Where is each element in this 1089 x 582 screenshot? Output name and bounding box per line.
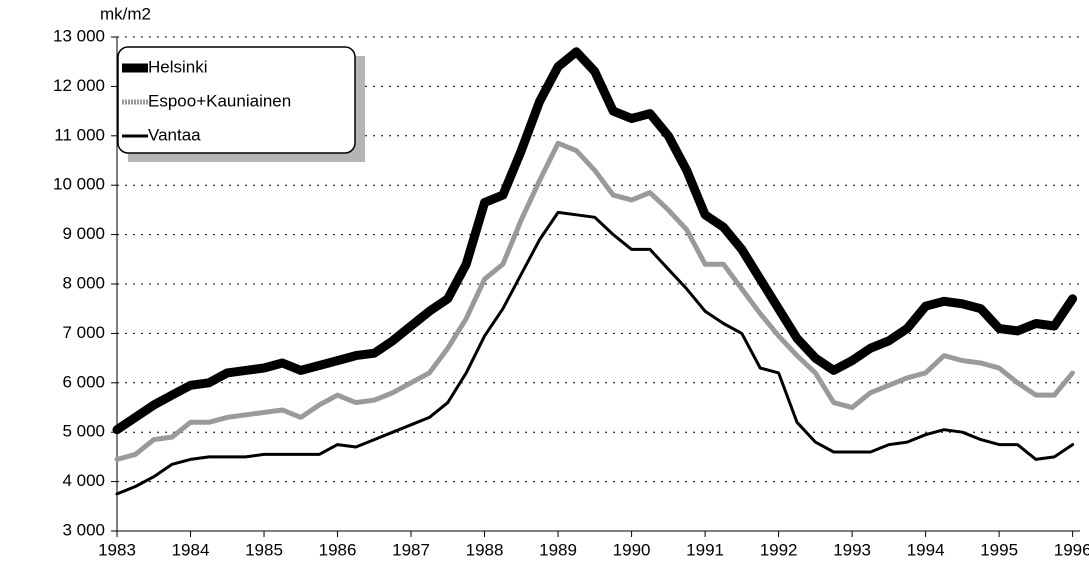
x-tick-label: 1992 (760, 540, 798, 559)
x-tick-label: 1984 (172, 540, 210, 559)
x-tick-label: 1988 (466, 540, 504, 559)
x-tick-label: 1987 (392, 540, 430, 559)
legend-label: Espoo+Kauniainen (148, 91, 291, 110)
series-line (115, 210, 1075, 496)
x-tick-label: 1993 (833, 540, 871, 559)
legend (117, 46, 356, 154)
y-tick-label: 13 000 (53, 26, 105, 45)
y-tick-label: 10 000 (53, 175, 105, 194)
series-line (112, 47, 1078, 435)
y-tick-label: 9 000 (62, 224, 105, 243)
y-tick-label: 4 000 (62, 471, 105, 490)
y-tick-label: 11 000 (54, 125, 105, 144)
x-tick-label: 1983 (98, 540, 136, 559)
y-tick-label: 3 000 (62, 520, 105, 539)
x-tick-label: 1996 (1054, 540, 1089, 559)
x-tick-label: 1991 (686, 540, 724, 559)
legend-label: Vantaa (148, 125, 201, 144)
y-tick-label: 5 000 (62, 422, 105, 441)
series-line (114, 140, 1076, 462)
x-tick-label: 1995 (980, 540, 1018, 559)
y-tick-label: 6 000 (62, 372, 105, 391)
x-tick-label: 1989 (539, 540, 577, 559)
y-tick-label: 7 000 (62, 323, 105, 342)
x-tick-label: 1990 (613, 540, 651, 559)
y-axis-label: mk/m2 (100, 4, 151, 23)
y-tick-label: 8 000 (62, 273, 105, 292)
x-tick-label: 1985 (245, 540, 283, 559)
legend-label: Helsinki (148, 57, 208, 76)
x-tick-label: 1986 (319, 540, 357, 559)
x-tick-label: 1994 (907, 540, 945, 559)
y-tick-label: 12 000 (53, 76, 105, 95)
